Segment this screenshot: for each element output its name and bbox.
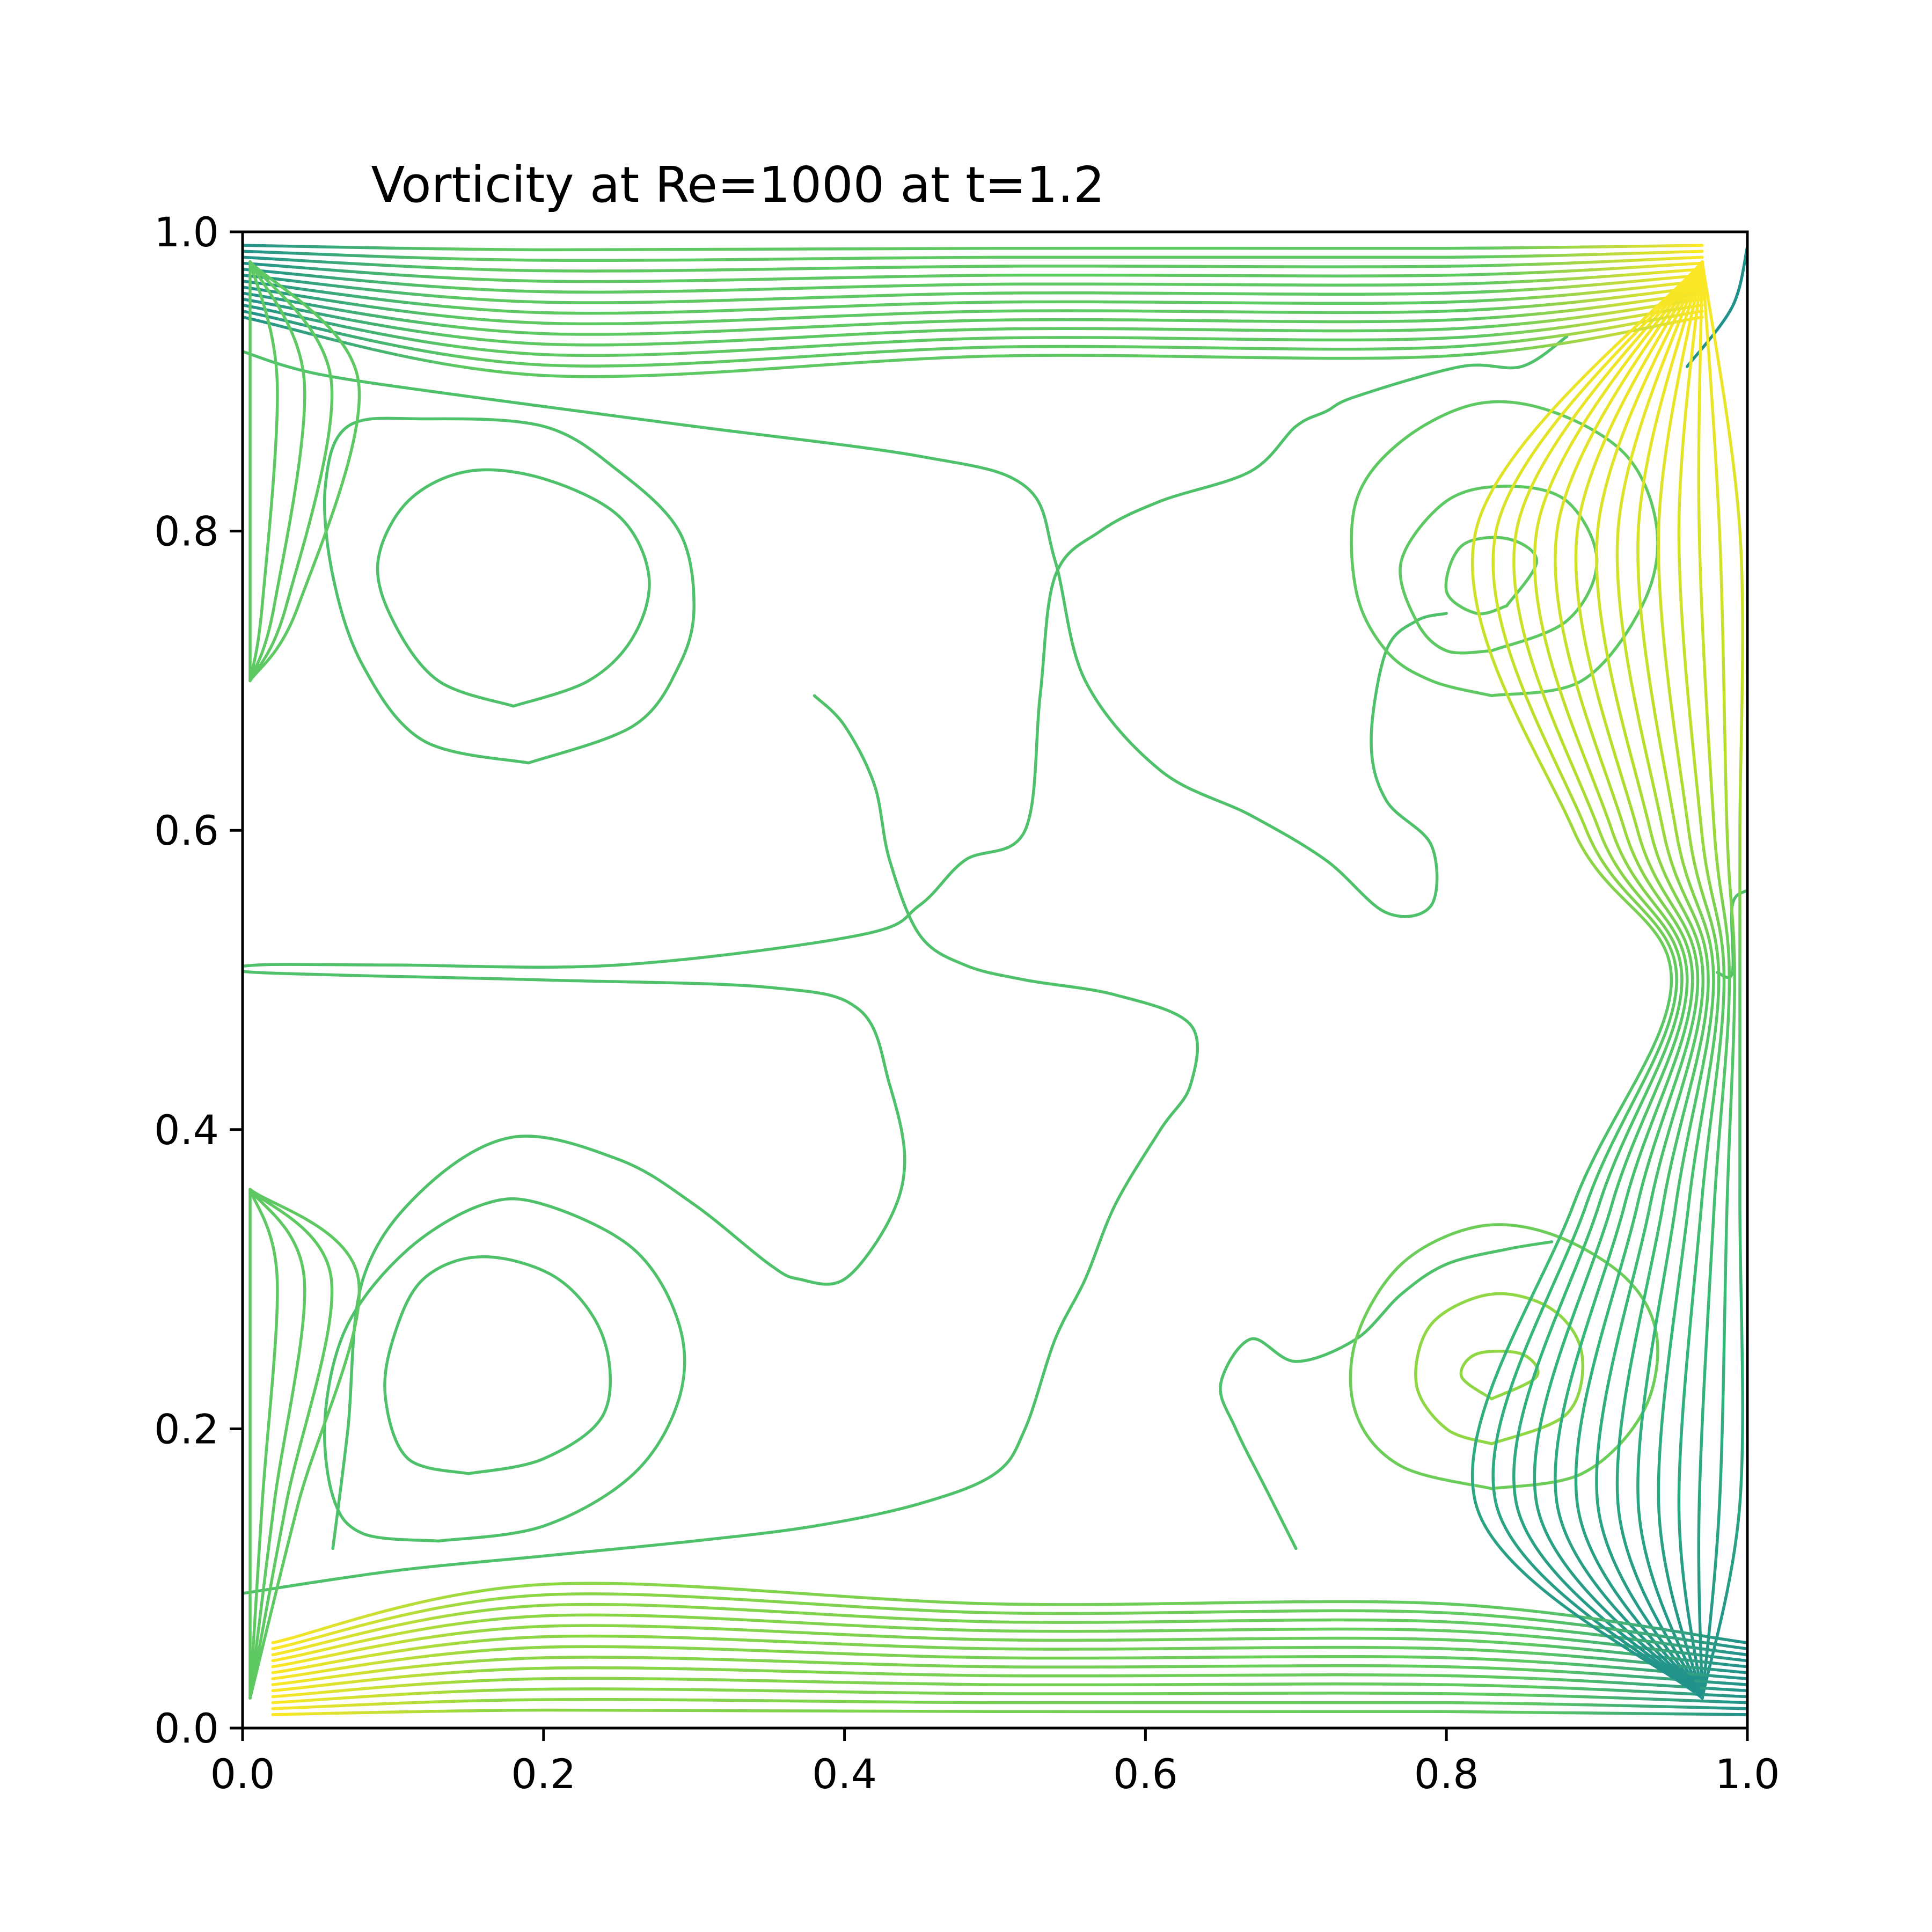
right-wall-contour	[1470, 260, 1704, 1700]
y-tick-label: 0.6	[154, 807, 219, 854]
contour-upper-left-vortex-inner	[376, 468, 651, 708]
y-tick-label: 0.0	[154, 1704, 219, 1752]
y-tick-label: 1.0	[154, 208, 219, 256]
bottom-wall-contour	[271, 1582, 1747, 1644]
top-wall-contour	[243, 316, 1704, 378]
bottom-wall-contour	[271, 1592, 1747, 1650]
bottom-wall-contour	[271, 1666, 1747, 1693]
right-wall-contour	[1701, 260, 1744, 1700]
contour-lower-left-vortex-outer	[323, 1197, 686, 1543]
top-wall-contour	[243, 291, 1704, 336]
wall-boundary-layers	[243, 238, 1747, 1722]
right-wall-contour	[1636, 260, 1715, 1700]
right-wall-contour	[1701, 260, 1736, 1700]
right-wall-contour	[1512, 260, 1704, 1700]
x-tick-label: 0.6	[1113, 1750, 1178, 1798]
x-tick-label: 0.4	[812, 1750, 877, 1798]
left-wall-contour	[248, 1188, 279, 1700]
right-wall-contour	[1657, 260, 1721, 1700]
y-axis: 0.0 0.2 0.4 0.6 0.8 1.0	[154, 208, 243, 1752]
right-wall-contour	[1677, 260, 1726, 1700]
bottom-wall-contour	[271, 1602, 1747, 1657]
top-wall-contour	[243, 250, 1704, 262]
top-wall-contour	[243, 280, 1704, 315]
bottom-wall-contour	[271, 1634, 1747, 1674]
contour-lower-left-vortex-inner	[383, 1255, 612, 1475]
contour-right-vortex-lower-3	[1349, 1223, 1659, 1490]
contour-left-closed-loop	[243, 335, 1569, 1550]
bottom-wall-contour	[271, 1656, 1747, 1686]
top-wall-contour	[243, 286, 1704, 326]
contour-right-vortex-lower-1	[1459, 1350, 1540, 1401]
contour-lower-right-lobe	[1219, 1240, 1554, 1550]
contour-right-vortex-upper-3	[1350, 400, 1659, 698]
bottom-wall-contour	[271, 1697, 1747, 1710]
contour-right-vortex-upper-2	[1399, 485, 1599, 655]
contour-right-vortex-lower-2	[1414, 1292, 1584, 1446]
y-tick-label: 0.4	[154, 1106, 219, 1154]
right-wall-contour	[1574, 260, 1704, 1700]
bottom-wall-contour	[271, 1677, 1747, 1699]
top-wall-contour	[243, 274, 1704, 304]
right-wall-contour	[1491, 260, 1704, 1700]
chart-title: Vorticity at Re=1000 at t=1.2	[371, 156, 1104, 214]
x-tick-label: 0.2	[511, 1750, 576, 1798]
y-tick-label: 0.2	[154, 1405, 219, 1453]
top-wall-contour	[243, 267, 1704, 294]
contour-right-wall-loop	[1686, 245, 1747, 368]
right-wall-contour	[1697, 260, 1731, 1700]
bottom-wall-contour	[271, 1645, 1747, 1680]
plot-frame	[241, 230, 1749, 1730]
left-wall-contour	[248, 260, 334, 683]
contour-top-long-contour	[243, 350, 1448, 918]
left-wall-contour	[248, 260, 361, 683]
top-wall-contour	[243, 297, 1704, 347]
x-axis: 0.0 0.2 0.4 0.6 0.8 1.0	[210, 1728, 1780, 1798]
y-tick-label: 0.8	[154, 508, 219, 555]
top-wall-contour	[243, 303, 1704, 357]
left-wall-contour	[248, 260, 306, 683]
contour-right-vortex-upper-1	[1444, 536, 1539, 616]
left-wall-contour	[248, 1188, 361, 1700]
top-wall-contour	[243, 310, 1704, 368]
x-tick-label: 0.0	[210, 1750, 275, 1798]
bottom-wall-contour	[271, 1708, 1747, 1716]
bottom-wall-contour	[271, 1624, 1747, 1668]
contour-upper-left-vortex-outer	[323, 416, 696, 765]
right-wall-contour	[1595, 260, 1705, 1700]
left-wall-contour	[248, 260, 279, 683]
bottom-wall-contour	[271, 1613, 1747, 1663]
right-wall-contour	[1533, 260, 1704, 1700]
contour-middle-s-contour	[243, 694, 1199, 1595]
top-wall-contour	[243, 261, 1704, 283]
x-tick-label: 0.8	[1414, 1750, 1479, 1798]
right-wall-contour	[1615, 260, 1710, 1700]
right-wall-contour	[1554, 260, 1704, 1700]
x-tick-label: 1.0	[1715, 1750, 1780, 1798]
top-wall-contour	[243, 255, 1704, 273]
bottom-wall-contour	[271, 1687, 1747, 1704]
left-wall-contour	[248, 1188, 306, 1700]
top-wall-contour	[243, 244, 1704, 252]
left-wall-contour	[248, 1188, 334, 1700]
